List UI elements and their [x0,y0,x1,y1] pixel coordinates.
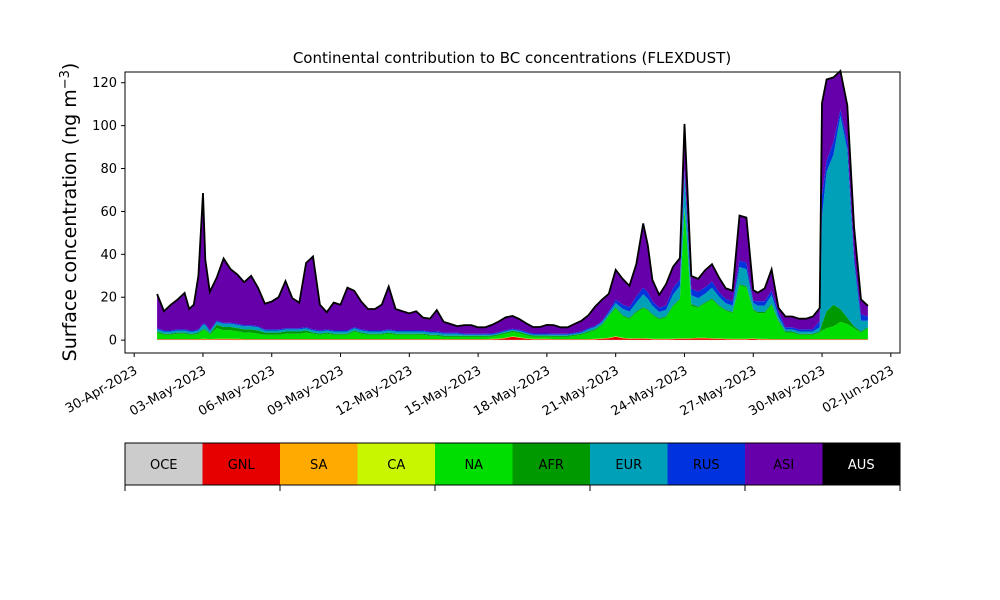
y-axis-label-superscript: −3 [58,70,73,89]
area-sa [157,336,868,340]
legend-label: OCE [150,458,178,473]
y-axis-label-main: Surface concentration (ng m [59,89,81,361]
plot-frame [124,71,901,354]
y-tick-label: 60 [100,205,117,220]
legend-colorbar: OCE GNL SA CA NA AFR EUR RUS ASI AUS [124,442,901,491]
legend-swatch-rus [667,443,745,485]
legend-swatch-na [435,443,513,485]
legend-label: SA [310,458,327,473]
y-tick-label: 120 [92,76,117,91]
legend-swatch-gnl [202,443,280,485]
y-tick-label: 40 [100,248,117,263]
legend-swatch-asi [745,443,823,485]
legend-swatch-afr [512,443,590,485]
y-axis-ticks: 0 20 40 60 80 100 120 [92,76,125,349]
legend-label: CA [387,458,405,473]
y-tick-label: 100 [92,119,117,134]
y-axis-label-close: ) [59,63,81,70]
y-tick-label: 20 [100,291,117,306]
legend-swatch-aus [822,443,900,485]
area-ca [157,336,868,340]
legend-frame [124,442,901,486]
y-tick-label: 80 [100,162,117,177]
legend-swatch-ca [357,443,435,485]
area-gnl [157,336,868,340]
legend-label: NA [464,458,483,473]
legend-label: AFR [539,458,564,473]
legend-label: RUS [693,458,720,473]
total-line [156,69,869,329]
legend-swatch-eur [590,443,668,485]
legend-swatch-sa [280,443,358,485]
chart-title: Continental contribution to BC concentra… [293,49,731,67]
legend-label: AUS [848,458,875,473]
area-eur [157,116,868,336]
area-na [157,209,868,340]
legend-label: GNL [228,458,256,473]
legend-swatch-oce [125,443,203,485]
y-axis-label: Surface concentration (ng m−3) [58,63,82,362]
legend-label: EUR [615,458,642,473]
y-tick-label: 0 [109,334,117,349]
legend-label: ASI [773,458,794,473]
